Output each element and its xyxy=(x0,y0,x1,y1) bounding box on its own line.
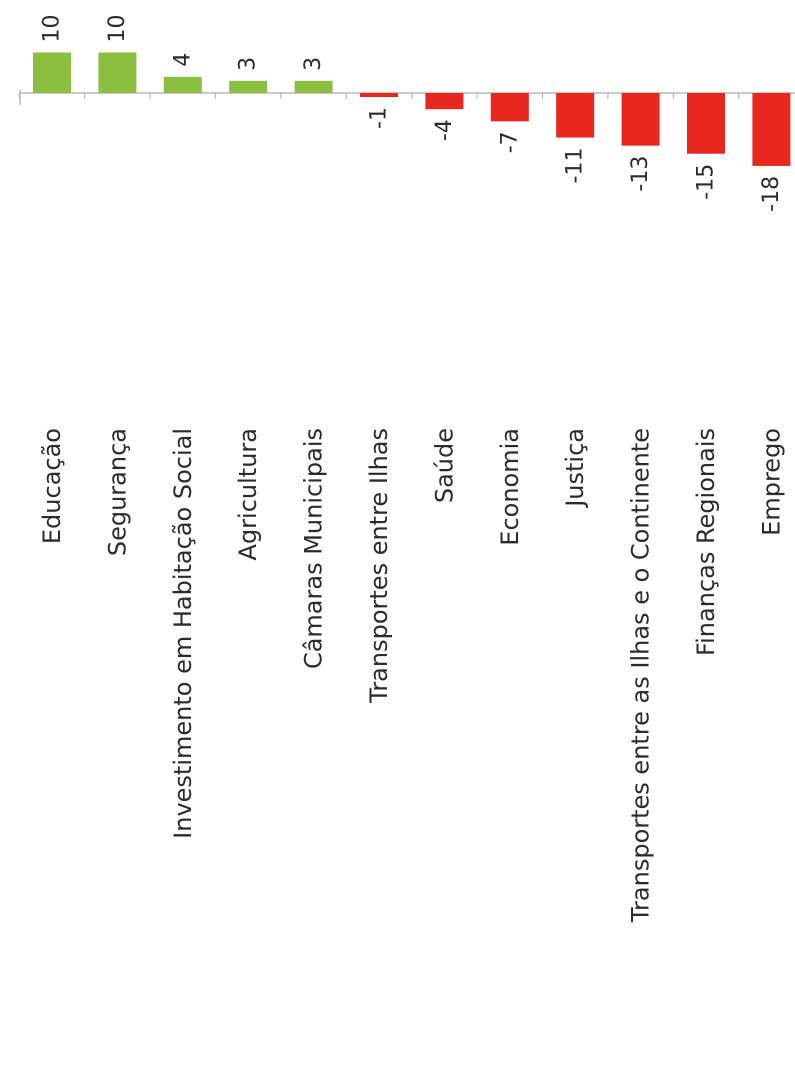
bar xyxy=(360,93,398,98)
value-label: -15 xyxy=(694,164,719,200)
category-label: Saúde xyxy=(430,428,458,503)
value-label: 10 xyxy=(105,15,130,43)
bar xyxy=(621,93,660,146)
value-label: -18 xyxy=(759,176,784,212)
category-label: Agricultura xyxy=(234,428,262,560)
value-labels: 10 10 4 3 3 -1 -4 -7 -11 -13 -15 -18 xyxy=(40,15,784,212)
value-label: 3 xyxy=(236,57,261,71)
category-label: Justiça xyxy=(561,428,589,509)
category-label: Educação xyxy=(38,428,66,544)
category-label: Finanças Regionais xyxy=(692,428,720,656)
bar xyxy=(98,52,137,93)
bar xyxy=(33,52,71,93)
category-label: Economia xyxy=(496,428,524,546)
value-label: -13 xyxy=(628,156,653,192)
bar xyxy=(752,93,791,166)
value-label: -4 xyxy=(432,119,457,141)
bar xyxy=(687,93,725,154)
value-label: -11 xyxy=(563,148,588,184)
value-label: 3 xyxy=(301,57,326,71)
value-label: 10 xyxy=(40,15,65,43)
bar xyxy=(229,80,268,93)
category-label: Segurança xyxy=(103,428,131,556)
category-label: Investimento em Habitação Social xyxy=(169,428,197,839)
baseline-ticks xyxy=(18,93,740,99)
category-label: Transportes entre Ilhas xyxy=(365,428,393,704)
bar xyxy=(425,93,464,110)
value-label: -1 xyxy=(367,107,392,129)
category-label: Emprego xyxy=(757,428,785,536)
bar xyxy=(556,93,595,138)
bar xyxy=(490,93,529,122)
category-label: Câmaras Municipais xyxy=(300,428,328,669)
category-labels: Educação Segurança Investimento em Habitaç… xyxy=(38,428,785,923)
bar xyxy=(163,76,202,93)
bar xyxy=(294,80,333,93)
category-label: Transportes entre as Ilhas e o Continent… xyxy=(627,428,655,923)
value-label: 4 xyxy=(170,53,195,67)
bars xyxy=(33,52,791,166)
value-label: -7 xyxy=(497,131,522,153)
